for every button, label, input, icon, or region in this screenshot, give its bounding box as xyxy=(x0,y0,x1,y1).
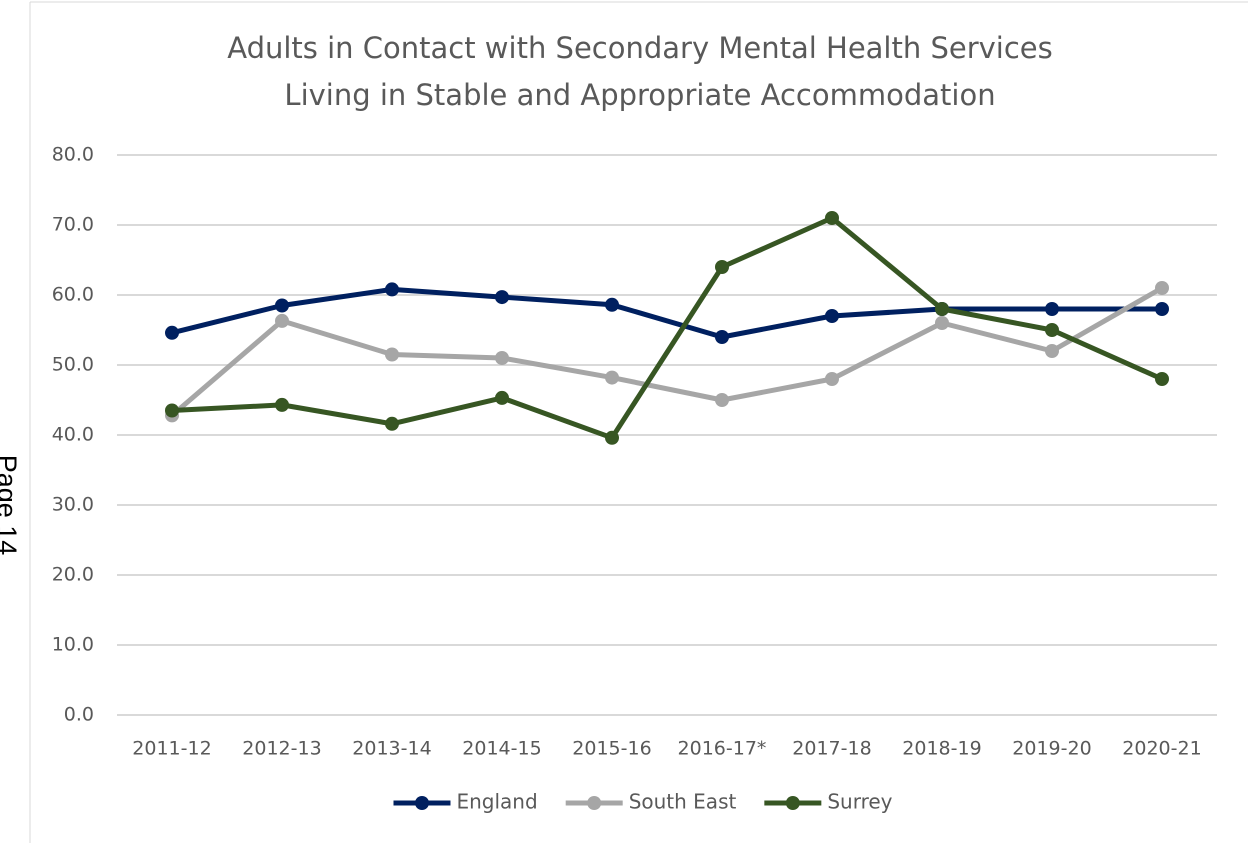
y-tick-label: 70.0 xyxy=(52,214,94,236)
marker xyxy=(825,372,839,386)
marker xyxy=(495,351,509,365)
x-tick-label: 2016-17* xyxy=(678,738,767,760)
x-tick-label: 2014-15 xyxy=(462,738,541,760)
marker xyxy=(1155,302,1169,316)
marker xyxy=(825,309,839,323)
marker xyxy=(385,416,399,431)
x-tick-label: 2015-16 xyxy=(572,738,651,760)
y-tick-label: 0.0 xyxy=(64,704,94,726)
y-tick-label: 30.0 xyxy=(52,494,94,516)
marker xyxy=(275,397,289,412)
legend-label: England xyxy=(456,790,537,814)
marker xyxy=(605,370,619,385)
marker xyxy=(935,302,949,316)
x-tick-label: 2017-18 xyxy=(792,738,871,760)
x-tick-label: 2020-21 xyxy=(1122,738,1201,760)
y-tick-label: 50.0 xyxy=(52,354,94,376)
marker xyxy=(165,325,179,340)
x-tick-label: 2011-12 xyxy=(132,738,211,760)
y-tick-label: 10.0 xyxy=(52,634,94,656)
marker xyxy=(275,298,289,313)
x-tick-label: 2013-14 xyxy=(352,738,431,760)
marker xyxy=(1155,372,1169,386)
page-label: Page 14 xyxy=(0,455,22,556)
line xyxy=(170,285,1164,418)
chart-title: Adults in Contact with Secondary Mental … xyxy=(227,31,1053,65)
marker xyxy=(275,313,289,328)
marker xyxy=(1045,302,1059,316)
y-tick-label: 40.0 xyxy=(52,424,94,446)
marker xyxy=(1045,344,1059,358)
legend-marker xyxy=(587,796,602,810)
x-tick-label: 2019-20 xyxy=(1012,738,1091,760)
y-tick-label: 80.0 xyxy=(52,144,94,166)
marker xyxy=(495,290,509,305)
marker xyxy=(165,403,179,418)
legend-label: Surrey xyxy=(827,790,892,814)
marker xyxy=(495,390,509,405)
legend-marker xyxy=(414,796,429,810)
legend-label: South East xyxy=(629,790,737,814)
chart-title: Living in Stable and Appropriate Accommo… xyxy=(284,78,995,112)
marker xyxy=(605,430,619,445)
marker xyxy=(715,260,729,274)
y-tick-label: 60.0 xyxy=(52,284,94,306)
marker xyxy=(605,297,619,312)
x-tick-label: 2012-13 xyxy=(242,738,321,760)
legend-marker xyxy=(785,796,800,810)
marker xyxy=(825,211,839,225)
x-tick-label: 2018-19 xyxy=(902,738,981,760)
marker xyxy=(1155,281,1169,295)
line xyxy=(171,215,1164,441)
marker xyxy=(935,316,949,330)
y-tick-label: 20.0 xyxy=(52,564,94,586)
marker xyxy=(715,330,729,344)
marker xyxy=(1045,323,1059,337)
marker xyxy=(715,393,729,407)
marker xyxy=(385,282,399,297)
marker xyxy=(385,347,399,362)
line xyxy=(171,286,1162,340)
